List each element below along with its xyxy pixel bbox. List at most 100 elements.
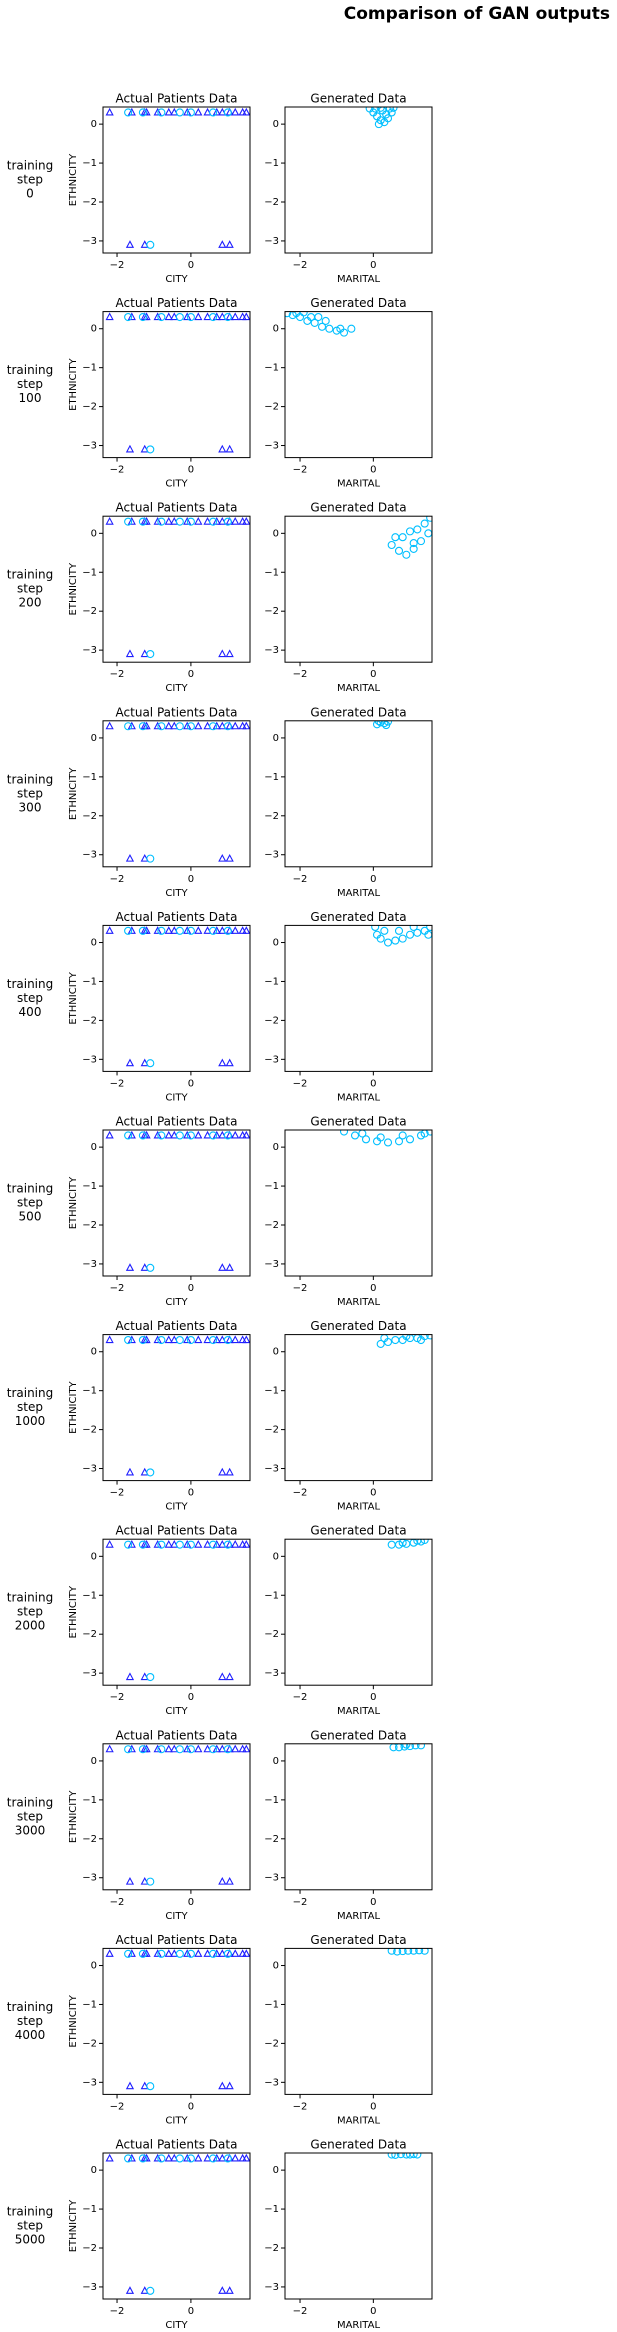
triangle-point — [225, 1876, 234, 1885]
circle-point — [223, 722, 232, 731]
circle-point — [146, 1468, 155, 1477]
plot-frame — [284, 1538, 433, 1686]
triangle-point — [231, 926, 240, 934]
circle-point — [186, 1949, 195, 1958]
circle-point — [124, 517, 133, 526]
x-axis-label: CITY — [165, 1706, 188, 1717]
triangle-point — [164, 1744, 173, 1753]
triangle-point — [153, 926, 162, 934]
panel-title: Actual Patients Data — [116, 910, 238, 924]
circle-point — [400, 1743, 409, 1751]
triangle-point — [164, 2153, 173, 2162]
row-label: step — [17, 1400, 43, 1414]
plot-area — [105, 1335, 250, 1477]
x-tick-label: −2 — [110, 1078, 125, 1089]
triangle-point — [183, 2153, 192, 2162]
x-axis-label: CITY — [165, 2320, 188, 2331]
circle-point — [310, 318, 319, 327]
triangle-point — [231, 107, 240, 116]
y-tick-label: −2 — [82, 2038, 97, 2049]
y-tick-label: −1 — [82, 567, 97, 578]
x-tick-label: 0 — [188, 1488, 194, 1499]
triangle-point — [242, 516, 250, 525]
circle-point — [124, 1131, 133, 1140]
x-axis-label: MARITAL — [337, 479, 381, 490]
y-tick-label: 0 — [91, 1347, 97, 1358]
panel-title: Generated Data — [310, 1728, 406, 1742]
triangle-point — [125, 853, 135, 862]
x-tick-label: 0 — [370, 1692, 376, 1703]
y-tick-label: −3 — [264, 1464, 279, 1475]
circle-point — [404, 1948, 413, 1955]
circle-point — [138, 313, 147, 322]
circle-point — [223, 1745, 232, 1754]
row-label: step — [17, 377, 43, 391]
circle-point — [350, 1131, 360, 1140]
panel-title: Actual Patients Data — [116, 705, 238, 719]
y-tick-label: −3 — [82, 850, 97, 861]
triangle-point — [231, 516, 240, 525]
y-tick-label: −1 — [82, 1999, 97, 2010]
circle-point — [175, 517, 184, 526]
circle-point — [186, 108, 195, 117]
panel-title: Generated Data — [310, 296, 406, 310]
triangle-point — [105, 1949, 114, 1957]
triangle-point — [153, 107, 162, 116]
x-tick-label: −2 — [110, 1897, 125, 1908]
circle-point — [124, 926, 133, 935]
plot-frame — [284, 1743, 433, 1891]
plot-area — [285, 311, 356, 337]
circle-point — [413, 928, 422, 937]
panel-title: Generated Data — [310, 92, 406, 106]
circle-point — [124, 313, 133, 322]
row-label: 100 — [19, 391, 42, 405]
x-axis-label: CITY — [165, 2115, 188, 2126]
y-tick-label: 0 — [273, 119, 279, 130]
x-axis-label: MARITAL — [337, 1092, 381, 1103]
y-tick-label: 0 — [91, 1142, 97, 1153]
plot-frame — [102, 2152, 251, 2300]
panel-title: Actual Patients Data — [116, 501, 238, 515]
circle-point — [186, 1745, 195, 1754]
plot-frame — [102, 1538, 251, 1686]
circle-point — [420, 519, 429, 528]
row-label: training — [7, 1591, 54, 1605]
y-tick-label: 0 — [273, 1961, 279, 1972]
triangle-point — [231, 721, 240, 730]
x-tick-label: 0 — [370, 1897, 376, 1908]
triangle-point — [225, 649, 234, 658]
y-tick-label: −2 — [82, 1834, 97, 1845]
triangle-point — [164, 312, 173, 321]
panel-title: Generated Data — [310, 910, 406, 924]
triangle-point — [242, 312, 250, 321]
circle-point — [175, 1745, 184, 1754]
triangle-point — [142, 516, 151, 525]
triangle-point — [153, 312, 162, 321]
panel-title: Actual Patients Data — [116, 1524, 238, 1538]
x-tick-label: −2 — [293, 1488, 308, 1499]
circle-point — [285, 311, 292, 318]
triangle-point — [225, 240, 234, 248]
y-tick-label: 0 — [91, 938, 97, 949]
y-tick-label: −3 — [82, 1668, 97, 1679]
y-tick-label: 0 — [91, 528, 97, 539]
triangle-point — [127, 1539, 136, 1548]
y-axis-label: ETHNICITY — [68, 357, 79, 410]
y-tick-label: 0 — [273, 324, 279, 335]
plot-area — [339, 1130, 432, 1147]
triangle-point — [212, 1949, 221, 1957]
x-tick-label: −2 — [293, 1283, 308, 1294]
triangle-point — [125, 1263, 135, 1271]
y-tick-label: −1 — [264, 772, 279, 783]
x-tick-label: 0 — [188, 2306, 194, 2317]
circle-point — [387, 1540, 396, 1549]
triangle-point — [225, 1467, 234, 1476]
circle-point — [186, 1336, 195, 1345]
circle-point — [382, 110, 391, 119]
circle-point — [209, 1949, 218, 1958]
row-label: 2000 — [15, 1619, 46, 1633]
x-axis-label: MARITAL — [337, 2115, 381, 2126]
x-tick-label: −2 — [293, 465, 308, 476]
triangle-point — [153, 2153, 162, 2162]
